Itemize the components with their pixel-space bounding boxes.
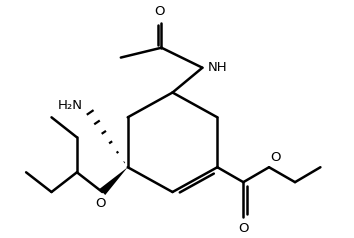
- Text: H₂N: H₂N: [57, 99, 82, 112]
- Text: O: O: [96, 197, 106, 210]
- Text: O: O: [238, 222, 249, 235]
- Text: NH: NH: [208, 61, 227, 74]
- Text: O: O: [270, 151, 281, 164]
- Polygon shape: [99, 167, 128, 195]
- Text: O: O: [155, 5, 165, 18]
